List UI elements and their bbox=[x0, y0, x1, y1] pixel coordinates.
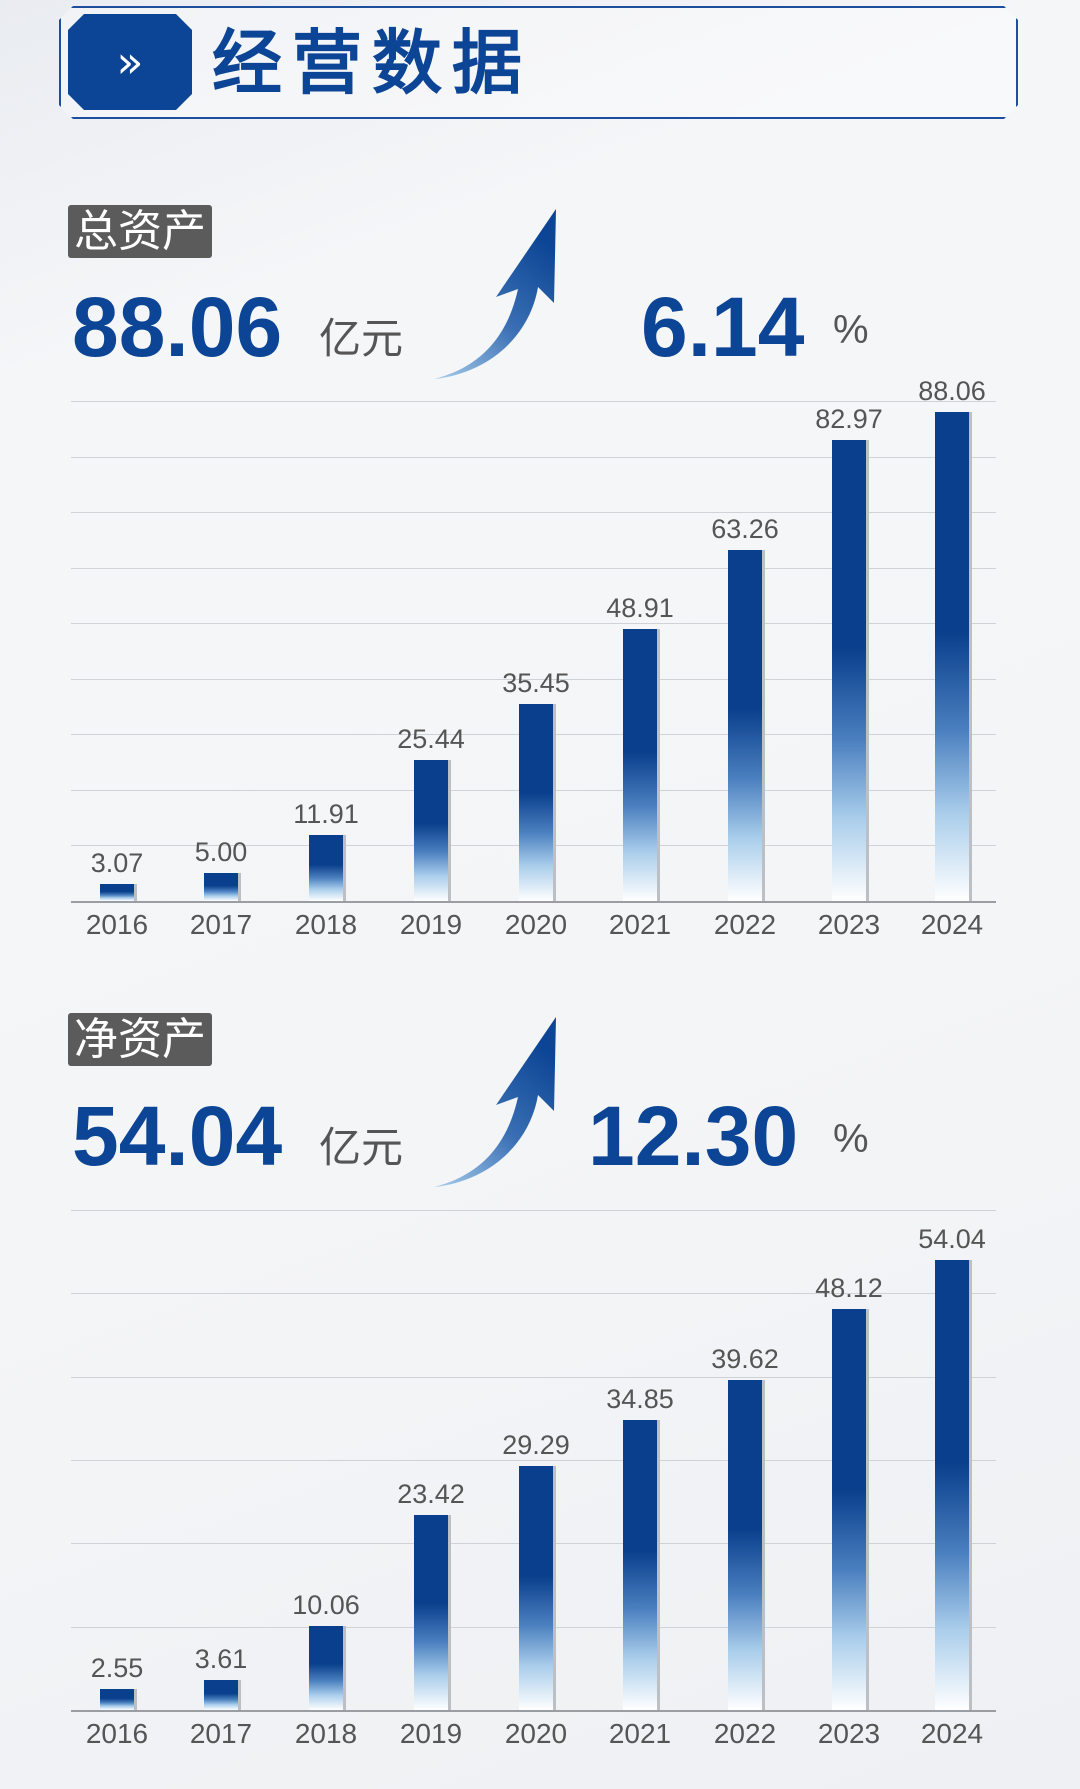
value-label: 54.04 bbox=[918, 1223, 986, 1254]
double-chevron-right-icon: » bbox=[68, 14, 192, 110]
x-tick-label: 2016 bbox=[85, 1718, 149, 1749]
bar-2017 bbox=[204, 873, 238, 901]
bar-2023 bbox=[832, 440, 866, 901]
value-label: 11.91 bbox=[293, 798, 359, 829]
gridline bbox=[71, 678, 996, 680]
net-assets-value: 54.04 bbox=[72, 1089, 283, 1183]
x-tick-label: 2024 bbox=[920, 909, 984, 940]
net-assets-growth-unit: % bbox=[833, 1117, 869, 1161]
net-assets-chart: 2.55 2016 3.61 2017 10.06 2018 23.42 2019 29.29 2… bbox=[71, 1210, 996, 1749]
x-tick-label: 2020 bbox=[504, 1718, 568, 1749]
x-tick-label: 2016 bbox=[85, 909, 149, 940]
gridline bbox=[71, 1460, 996, 1461]
bar-2017 bbox=[204, 1679, 238, 1710]
growth-arrow-icon bbox=[434, 1017, 556, 1187]
value-label: 34.85 bbox=[606, 1383, 674, 1414]
net-assets-unit: 亿元 bbox=[319, 1123, 404, 1172]
value-label: 48.12 bbox=[815, 1273, 883, 1303]
x-tick-label: 2022 bbox=[713, 1718, 777, 1749]
x-axis-line bbox=[71, 1710, 996, 1712]
gridline bbox=[71, 512, 996, 514]
gridline bbox=[71, 1210, 996, 1211]
value-label: 39.62 bbox=[711, 1343, 779, 1374]
bar-2023 bbox=[832, 1309, 866, 1710]
value-label: 82.97 bbox=[815, 404, 883, 435]
value-label: 88.06 bbox=[918, 375, 986, 406]
page-title: 经营数据 bbox=[212, 22, 532, 104]
bar-2021 bbox=[623, 629, 657, 901]
value-label: 2.55 bbox=[90, 1652, 144, 1683]
total-assets-growth-unit: % bbox=[833, 308, 869, 352]
gridline bbox=[71, 567, 996, 569]
gridline bbox=[71, 401, 996, 402]
net-assets-tag: 净资产 bbox=[68, 1013, 212, 1066]
bar-2020 bbox=[519, 704, 553, 901]
x-tick-label: 2017 bbox=[189, 909, 253, 940]
value-label: 25.44 bbox=[397, 723, 465, 754]
value-label: 29.29 bbox=[502, 1429, 570, 1460]
gridline bbox=[71, 1293, 996, 1295]
bar-2021 bbox=[623, 1419, 657, 1710]
gridline bbox=[71, 623, 996, 625]
x-tick-label: 2020 bbox=[504, 909, 568, 940]
value-label: 63.26 bbox=[711, 513, 779, 544]
net-assets-growth: 12.30 bbox=[588, 1089, 799, 1183]
x-tick-label: 2018 bbox=[294, 1718, 358, 1749]
total-assets-value: 88.06 bbox=[72, 280, 283, 374]
bar-2019 bbox=[414, 759, 448, 901]
bar-2018 bbox=[309, 834, 343, 901]
total-assets-growth: 6.14 bbox=[641, 280, 805, 374]
total-assets-unit: 亿元 bbox=[319, 314, 404, 363]
x-tick-label: 2017 bbox=[189, 1718, 253, 1749]
value-label: 3.07 bbox=[90, 847, 144, 878]
x-tick-label: 2022 bbox=[713, 909, 777, 940]
value-label: 10.06 bbox=[292, 1590, 360, 1621]
bar-2020 bbox=[519, 1465, 553, 1710]
x-axis-line bbox=[71, 901, 996, 903]
gridline bbox=[71, 456, 996, 458]
total-assets-tag: 总资产 bbox=[68, 205, 212, 258]
gridline bbox=[71, 1376, 996, 1378]
value-label: 3.61 bbox=[194, 1643, 248, 1674]
value-label: 23.42 bbox=[397, 1478, 465, 1509]
bar-2019 bbox=[414, 1514, 448, 1710]
total-assets-chart: 3.07 2016 5.00 2017 11.91 2018 25.44 2019 35.45 2… bbox=[71, 376, 996, 940]
x-tick-label: 2019 bbox=[399, 1718, 463, 1749]
bar-2016 bbox=[100, 883, 134, 901]
x-tick-label: 2019 bbox=[399, 909, 463, 940]
bar-2022 bbox=[728, 549, 762, 901]
x-tick-label: 2021 bbox=[608, 1718, 672, 1749]
value-label: 48.91 bbox=[606, 593, 674, 624]
value-label: 5.00 bbox=[194, 837, 248, 868]
x-tick-label: 2018 bbox=[294, 909, 358, 940]
x-tick-label: 2023 bbox=[817, 909, 881, 940]
bar-2018 bbox=[309, 1626, 343, 1710]
bar-2024 bbox=[935, 1259, 969, 1710]
bar-2024 bbox=[935, 411, 969, 901]
value-label: 35.45 bbox=[502, 668, 570, 699]
bar-2016 bbox=[100, 1688, 134, 1710]
x-tick-label: 2023 bbox=[817, 1718, 881, 1749]
bar-2022 bbox=[728, 1379, 762, 1710]
growth-arrow-icon bbox=[434, 209, 556, 379]
section-header bbox=[59, 6, 1018, 119]
x-tick-label: 2024 bbox=[920, 1718, 984, 1749]
x-tick-label: 2021 bbox=[608, 909, 672, 940]
